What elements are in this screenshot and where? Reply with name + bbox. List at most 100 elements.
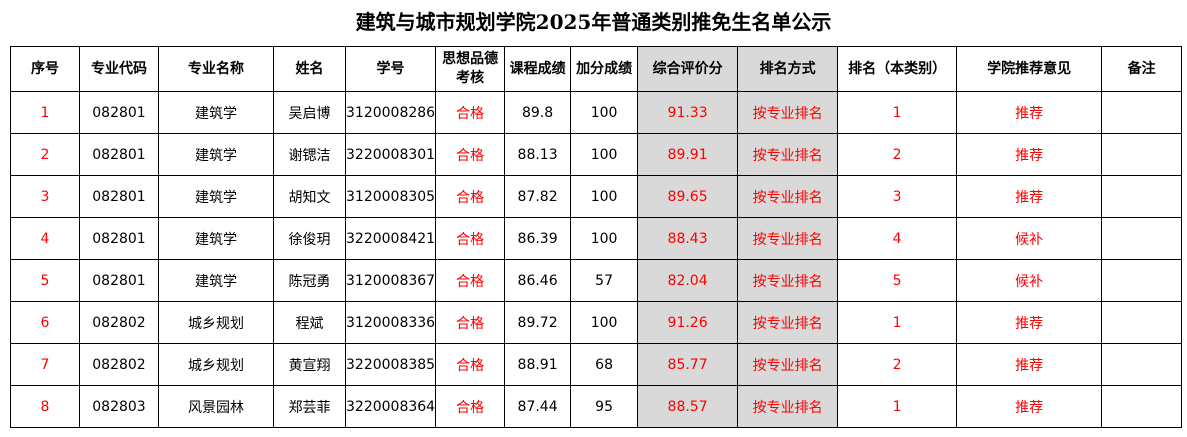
cell-name: 谢锶洁 [273,133,346,176]
cell-major-name: 建筑学 [158,259,274,302]
cell-name: 吴启博 [273,91,346,134]
table-row: 7 082802 城乡规划 黄宣翔 3220008385 合格 88.91 68 85.77 按专… [10,343,1183,386]
header-rank-method: 排名方式 [737,46,839,92]
header-name: 姓名 [273,46,346,92]
cell-rank-method: 按专业排名 [737,343,839,386]
cell-remark [1101,301,1183,344]
cell-remark [1101,259,1183,302]
cell-major-code: 082801 [79,175,159,218]
header-row: 序号 专业代码 专业名称 姓名 学号 思想品德考核 课程成绩 加分成绩 综合评价分 排名方式 排名（… [10,46,1183,92]
cell-moral-check: 合格 [435,91,506,134]
cell-moral-check: 合格 [435,259,506,302]
cell-moral-check: 合格 [435,343,506,386]
cell-seq: 2 [10,133,80,176]
cell-recommendation: 候补 [956,217,1103,260]
header-student-id: 学号 [344,46,437,92]
cell-rank: 1 [837,385,958,428]
cell-major-name: 城乡规划 [158,343,274,386]
header-major-name: 专业名称 [158,46,274,92]
cell-remark [1101,217,1183,260]
cell-name: 黄宣翔 [273,343,346,386]
cell-seq: 8 [10,385,80,428]
cell-major-name: 风景园林 [158,385,274,428]
cell-course-score: 87.44 [504,385,572,428]
cell-rank: 1 [837,301,958,344]
cell-major-code: 082803 [79,385,159,428]
cell-seq: 3 [10,175,80,218]
cell-course-score: 86.39 [504,217,572,260]
cell-course-score: 87.82 [504,175,572,218]
cell-remark [1101,91,1183,134]
cell-student-id: 3220008364 [344,385,437,428]
cell-rank-method: 按专业排名 [737,133,839,176]
cell-recommendation: 候补 [956,259,1103,302]
cell-moral-check: 合格 [435,301,506,344]
cell-major-code: 082802 [79,301,159,344]
cell-total-score: 89.65 [637,175,739,218]
cell-recommendation: 推荐 [956,301,1103,344]
cell-total-score: 85.77 [637,343,739,386]
cell-name: 郑芸菲 [273,385,346,428]
header-rank: 排名（本类别） [837,46,958,92]
cell-recommendation: 推荐 [956,91,1103,134]
cell-major-code: 082801 [79,217,159,260]
cell-student-id: 3120008305 [344,175,437,218]
cell-major-code: 082801 [79,91,159,134]
table-row: 6 082802 城乡规划 程斌 3120008336 合格 89.72 100 91.26 按专… [10,301,1183,344]
cell-recommendation: 推荐 [956,133,1103,176]
recommendation-table: 序号 专业代码 专业名称 姓名 学号 思想品德考核 课程成绩 加分成绩 综合评价分 排名方式 排名（… [10,46,1183,428]
cell-recommendation: 推荐 [956,175,1103,218]
cell-bonus-score: 100 [570,133,639,176]
cell-name: 徐俊玥 [273,217,346,260]
table-row: 2 082801 建筑学 谢锶洁 3220008301 合格 88.13 100 89.91 按专… [10,133,1183,176]
cell-rank: 2 [837,343,958,386]
cell-seq: 1 [10,91,80,134]
cell-major-name: 城乡规划 [158,301,274,344]
table-row: 4 082801 建筑学 徐俊玥 3220008421 合格 86.39 100 88.43 按专… [10,217,1183,260]
cell-moral-check: 合格 [435,385,506,428]
cell-student-id: 3220008421 [344,217,437,260]
cell-total-score: 88.43 [637,217,739,260]
cell-moral-check: 合格 [435,133,506,176]
cell-rank-method: 按专业排名 [737,175,839,218]
cell-moral-check: 合格 [435,175,506,218]
cell-course-score: 88.13 [504,133,572,176]
header-remark: 备注 [1101,46,1183,92]
cell-major-code: 082801 [79,133,159,176]
cell-remark [1101,385,1183,428]
cell-major-name: 建筑学 [158,91,274,134]
cell-course-score: 88.91 [504,343,572,386]
cell-major-code: 082802 [79,343,159,386]
cell-student-id: 3120008336 [344,301,437,344]
cell-seq: 4 [10,217,80,260]
cell-bonus-score: 100 [570,91,639,134]
cell-bonus-score: 100 [570,301,639,344]
header-recommendation: 学院推荐意见 [956,46,1103,92]
cell-name: 程斌 [273,301,346,344]
cell-rank-method: 按专业排名 [737,259,839,302]
cell-rank-method: 按专业排名 [737,91,839,134]
table-row: 3 082801 建筑学 胡知文 3120008305 合格 87.82 100 89.65 按专… [10,175,1183,218]
cell-name: 陈冠勇 [273,259,346,302]
cell-rank-method: 按专业排名 [737,385,839,428]
header-seq: 序号 [10,46,80,92]
cell-seq: 6 [10,301,80,344]
cell-total-score: 91.33 [637,91,739,134]
header-total-score: 综合评价分 [637,46,739,92]
cell-total-score: 82.04 [637,259,739,302]
table-row: 5 082801 建筑学 陈冠勇 3120008367 合格 86.46 57 82.04 按专业… [10,259,1183,302]
table-row: 1 082801 建筑学 吴启博 3120008286 合格 89.8 100 91.33 按专业… [10,91,1183,134]
cell-remark [1101,175,1183,218]
cell-bonus-score: 95 [570,385,639,428]
cell-rank: 2 [837,133,958,176]
cell-bonus-score: 68 [570,343,639,386]
cell-student-id: 3120008367 [344,259,437,302]
page-title: 建筑与城市规划学院2025年普通类别推免生名单公示 [355,10,832,34]
cell-major-name: 建筑学 [158,217,274,260]
cell-student-id: 3220008301 [344,133,437,176]
cell-course-score: 89.72 [504,301,572,344]
header-course-score: 课程成绩 [504,46,572,92]
cell-bonus-score: 57 [570,259,639,302]
cell-remark [1101,133,1183,176]
cell-student-id: 3120008286 [344,91,437,134]
